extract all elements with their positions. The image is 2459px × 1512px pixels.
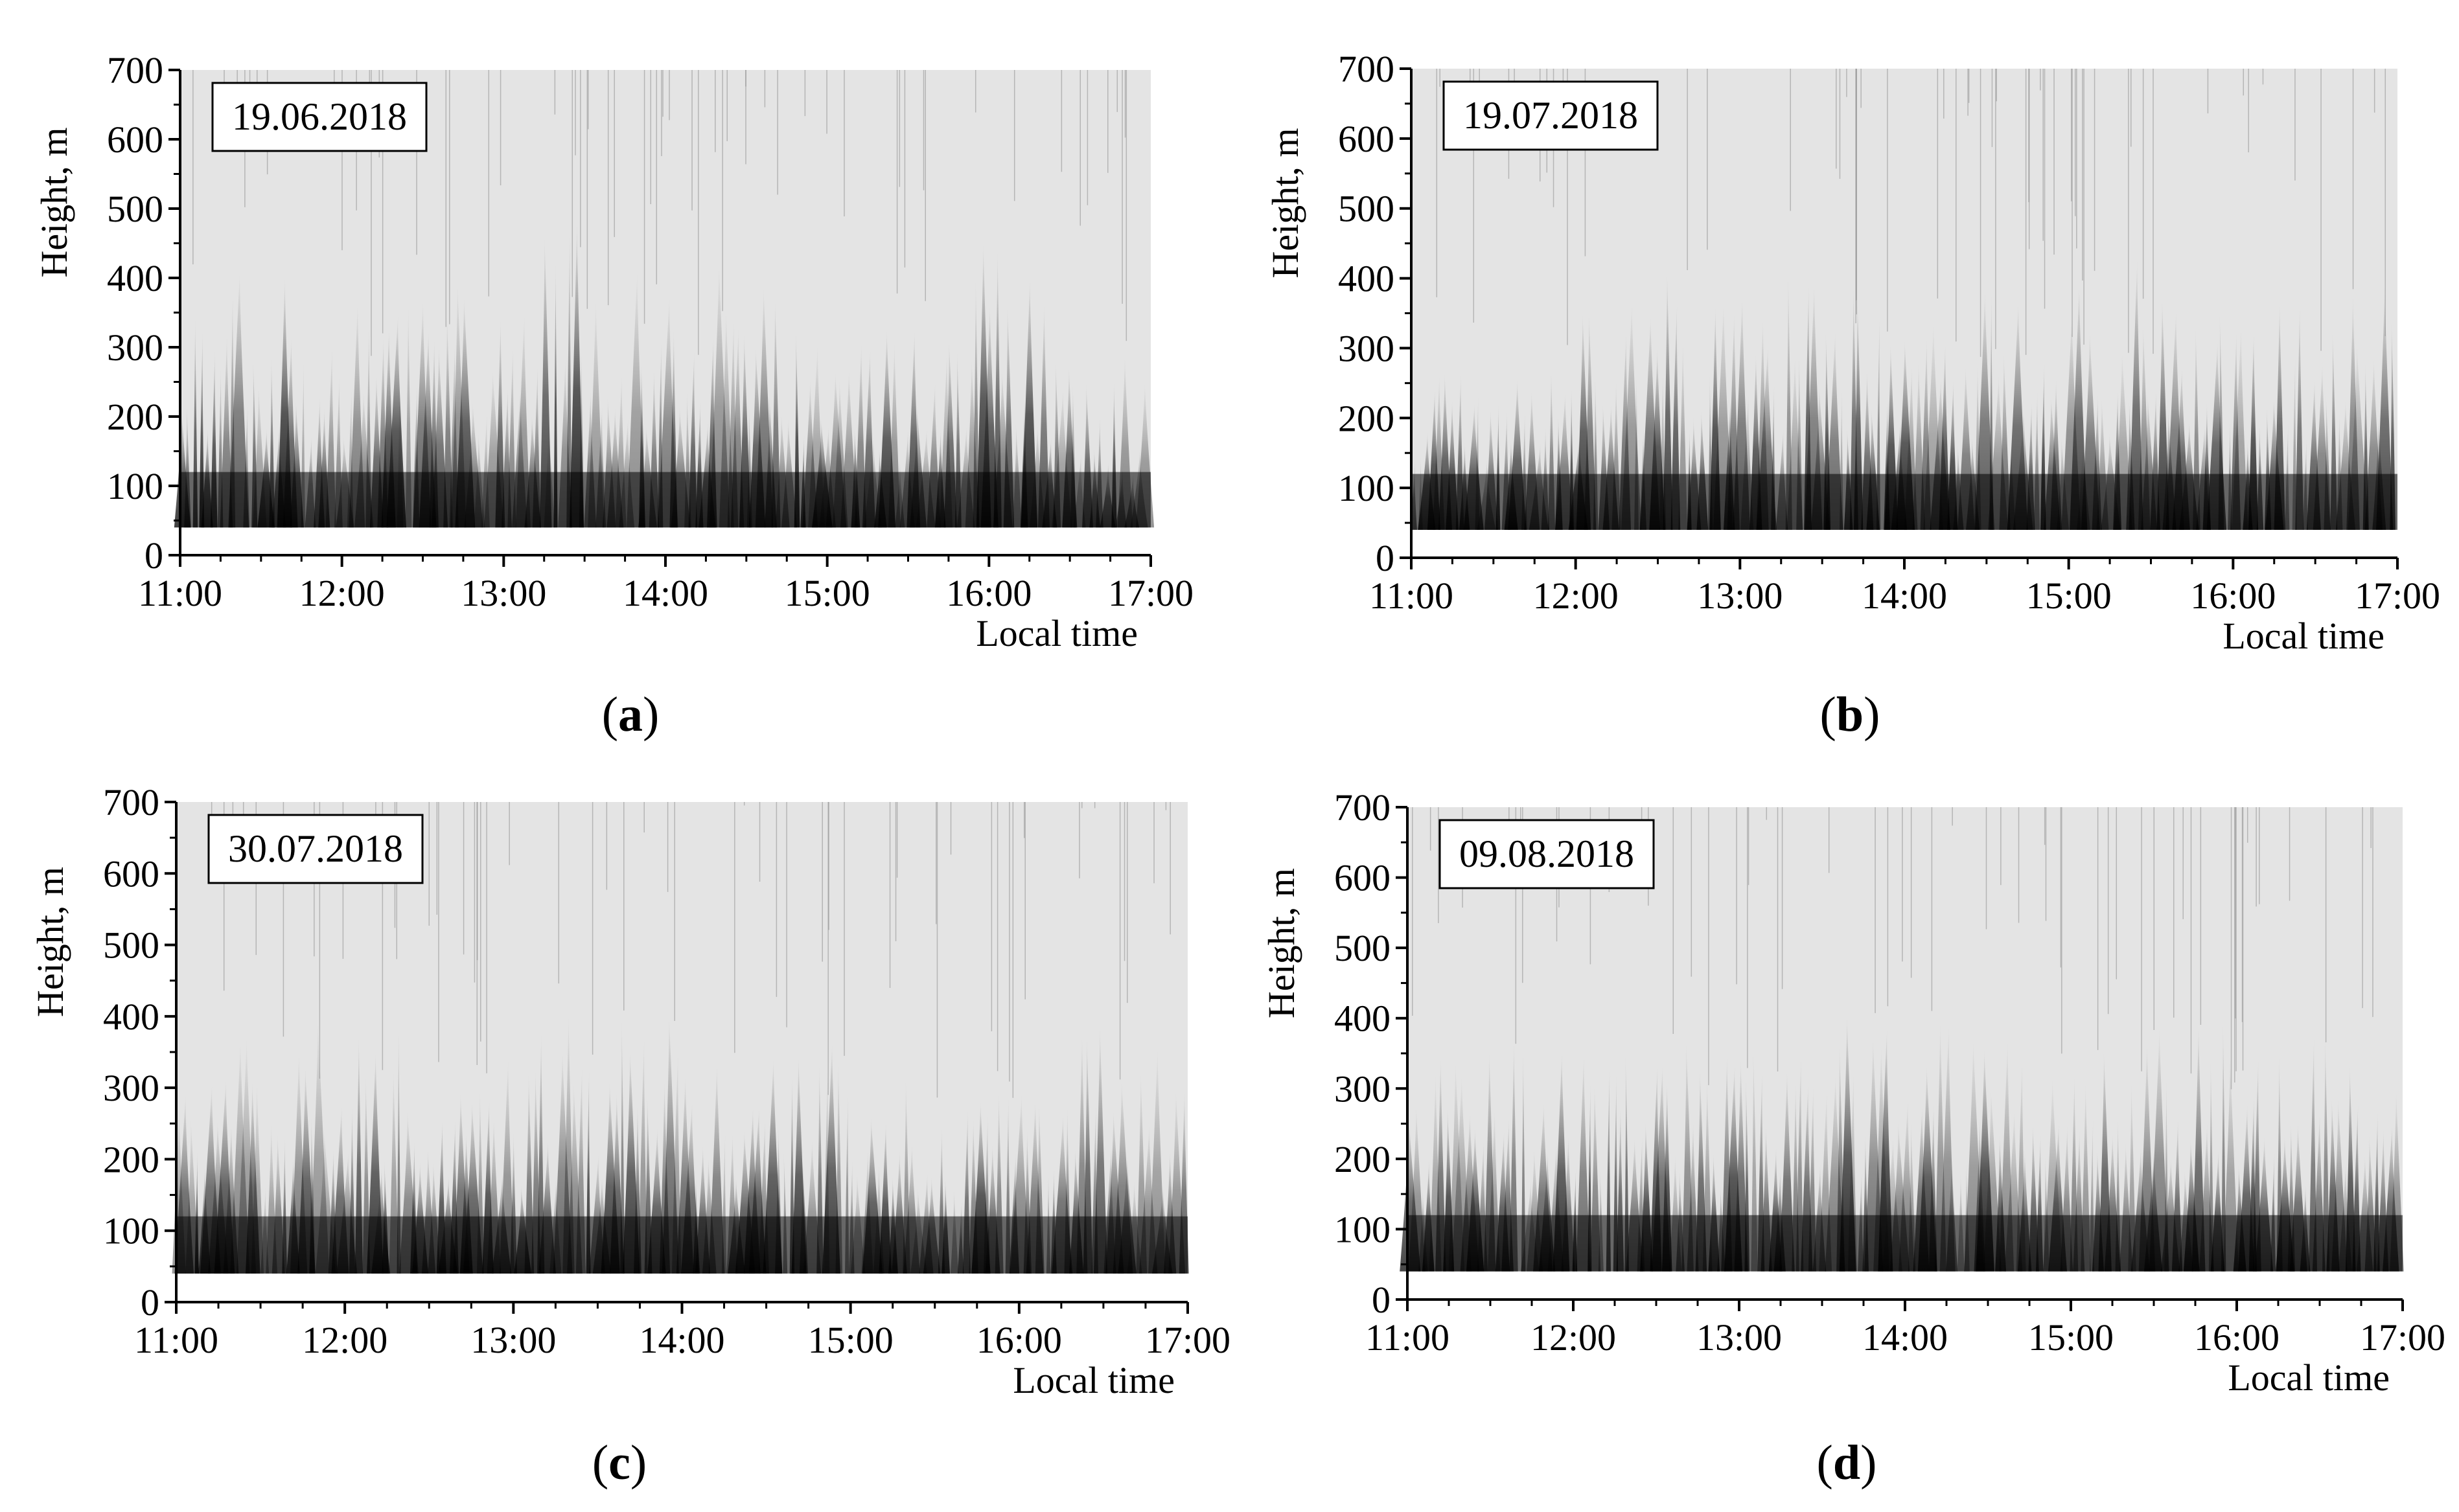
y-tick-label: 100: [1334, 1208, 1391, 1250]
x-tick-label: 12:00: [302, 1319, 387, 1361]
y-tick-label: 700: [1338, 48, 1394, 90]
y-tick-label: 600: [1334, 857, 1391, 899]
x-tick-label: 11:00: [134, 1319, 218, 1361]
x-tick-label: 11:00: [1369, 575, 1453, 617]
panel-letter-b: b: [1836, 687, 1864, 742]
x-tick-label: 15:00: [2026, 575, 2112, 617]
x-tick-label: 15:00: [785, 572, 870, 614]
y-tick-label: 0: [1376, 537, 1394, 579]
x-axis-label: Local time: [2228, 1357, 2390, 1399]
y-tick-label: 100: [103, 1210, 159, 1252]
x-tick-label: 11:00: [138, 572, 222, 614]
x-tick-label: 11:00: [1365, 1316, 1449, 1358]
y-tick-label: 300: [103, 1067, 159, 1109]
y-tick-label: 100: [107, 465, 163, 507]
x-tick-label: 16:00: [946, 572, 1032, 614]
x-axis-label: Local time: [2222, 615, 2384, 657]
x-tick-label: 13:00: [461, 572, 546, 614]
x-tick-label: 13:00: [1696, 1316, 1782, 1358]
panel-letter-d: d: [1832, 1436, 1861, 1490]
x-axis-label: Local time: [976, 612, 1138, 654]
y-tick-label: 300: [1334, 1068, 1391, 1110]
y-axis-label: Height, m: [1260, 868, 1302, 1018]
x-tick-label: 17:00: [1108, 572, 1194, 614]
x-tick-label: 12:00: [299, 572, 385, 614]
near-ground-echo: [1411, 474, 2397, 530]
y-tick-label: 700: [1334, 786, 1391, 829]
y-tick-label: 400: [103, 996, 159, 1038]
x-tick-label: 16:00: [976, 1319, 1062, 1361]
date-label: 19.06.2018: [232, 95, 407, 138]
x-tick-label: 17:00: [2360, 1316, 2445, 1358]
date-label: 19.07.2018: [1463, 94, 1638, 137]
y-tick-label: 0: [1372, 1279, 1391, 1321]
x-tick-label: 14:00: [639, 1319, 724, 1361]
y-tick-label: 400: [1334, 998, 1391, 1040]
x-tick-label: 16:00: [2194, 1316, 2280, 1358]
y-tick-label: 100: [1338, 467, 1394, 509]
y-tick-label: 600: [107, 119, 163, 161]
y-tick-label: 200: [107, 396, 163, 438]
x-tick-label: 15:00: [2028, 1316, 2114, 1358]
panel-letter-c: c: [608, 1436, 630, 1490]
near-ground-echo: [176, 1216, 1188, 1274]
panel-caption-c: (c): [592, 1436, 647, 1490]
x-tick-label: 15:00: [808, 1319, 894, 1361]
y-tick-label: 700: [107, 49, 163, 91]
x-tick-label: 12:00: [1530, 1316, 1616, 1358]
panel-caption-a: (a): [601, 687, 660, 742]
y-tick-label: 600: [1338, 118, 1394, 160]
x-axis-label: Local time: [1013, 1359, 1175, 1401]
x-tick-label: 14:00: [1862, 1316, 1948, 1358]
y-tick-label: 0: [144, 534, 163, 577]
date-label-box: [1442, 80, 1659, 151]
panel-caption-b: (b): [1819, 687, 1880, 742]
y-axis-label: Height, m: [33, 128, 75, 278]
x-tick-label: 14:00: [623, 572, 708, 614]
x-tick-label: 16:00: [2190, 575, 2276, 617]
y-tick-label: 500: [1338, 188, 1394, 230]
y-tick-label: 200: [1338, 397, 1394, 439]
date-label-box: [1438, 819, 1655, 889]
y-tick-label: 400: [1338, 258, 1394, 300]
y-tick-label: 500: [1334, 927, 1391, 969]
y-axis-label: Height, m: [29, 867, 71, 1017]
x-tick-label: 13:00: [1697, 575, 1783, 617]
y-axis-label: Height, m: [1264, 128, 1306, 279]
y-tick-label: 300: [1338, 327, 1394, 369]
y-tick-label: 600: [103, 853, 159, 895]
near-ground-echo: [1407, 1215, 2403, 1272]
near-ground-echo: [180, 472, 1151, 528]
y-tick-label: 0: [141, 1281, 159, 1323]
date-label-box: [207, 814, 424, 884]
date-label: 30.07.2018: [228, 827, 403, 870]
date-label-box: [211, 82, 428, 152]
y-tick-label: 500: [107, 188, 163, 230]
panel-letter-a: a: [618, 687, 643, 742]
y-tick-label: 700: [103, 781, 159, 823]
y-tick-label: 400: [107, 257, 163, 299]
x-tick-label: 13:00: [470, 1319, 556, 1361]
y-tick-label: 300: [107, 326, 163, 369]
y-tick-label: 200: [1334, 1138, 1391, 1180]
x-tick-label: 17:00: [1145, 1319, 1230, 1361]
x-tick-label: 14:00: [1862, 575, 1947, 617]
noise-streaks: [211, 802, 1171, 1098]
y-tick-label: 200: [103, 1138, 159, 1180]
x-tick-label: 17:00: [2355, 575, 2440, 617]
y-tick-label: 500: [103, 924, 159, 967]
panel-caption-d: (d): [1816, 1436, 1877, 1490]
x-tick-label: 12:00: [1533, 575, 1619, 617]
date-label: 09.08.2018: [1459, 832, 1634, 875]
